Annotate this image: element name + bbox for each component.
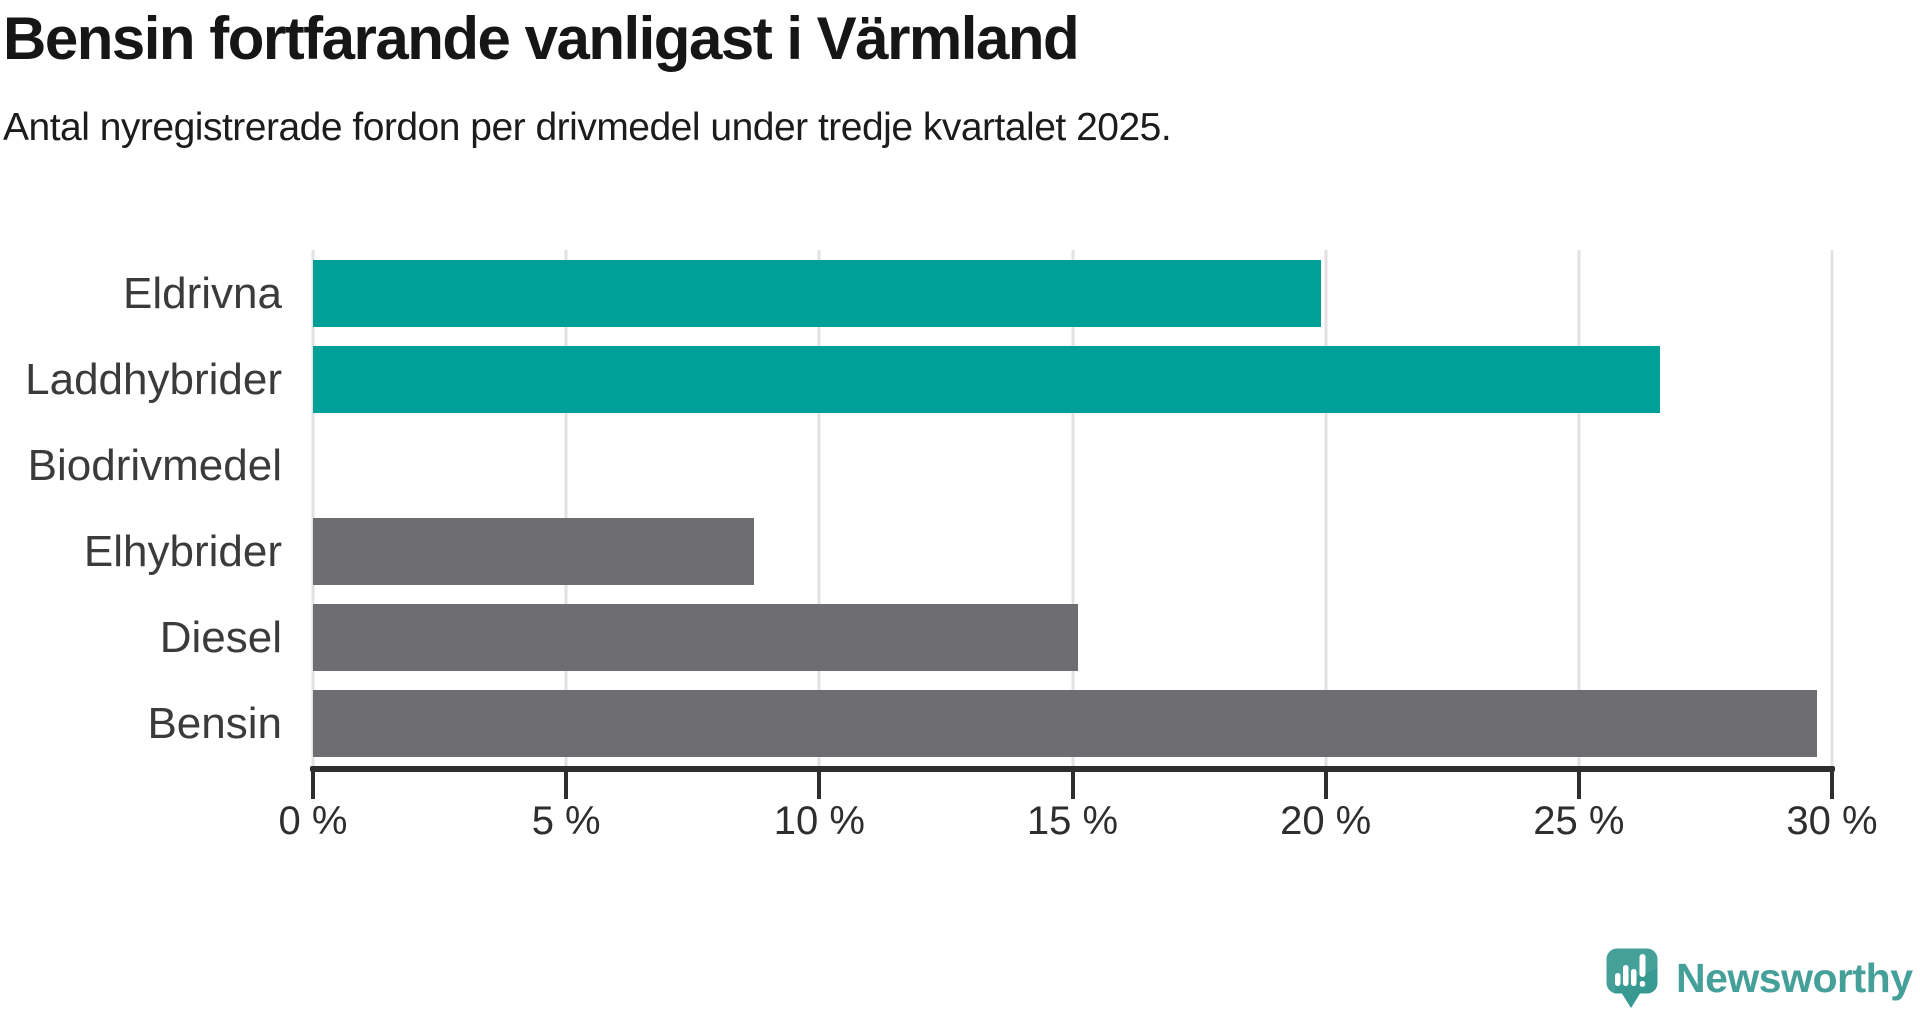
plot-area: 0 % 5 % 10 % 15 % 20 % 25 % 30 % [279,250,1878,843]
x-axis-tick-label: 15 % [1026,799,1119,843]
x-axis-tick [1830,772,1834,799]
bar-eldrivna [313,259,1321,327]
gridline [1071,250,1074,766]
x-axis-tick-label: 0 % [278,799,348,843]
category-label: Eldrivna [123,268,282,318]
bar-bensin [313,689,1817,757]
gridline [1577,250,1581,766]
newsworthy-logo-text: Newsworthy [1676,955,1913,1001]
x-axis-tick-label: 10 % [773,799,865,843]
x-axis-tick [1576,772,1581,799]
x-axis-line [310,766,1835,772]
bar-diesel [313,603,1078,671]
x-axis-tick-label: 25 % [1533,799,1625,843]
newsworthy-logo: Newsworthy [1606,948,1913,1009]
x-axis-tick [1323,772,1328,799]
chart-subtitle: Antal nyregistrerade fordon per drivmede… [3,106,1172,149]
category-label: Laddhybrider [25,354,282,404]
bar-laddhybrider [313,345,1660,413]
gridline [817,250,821,766]
gridline [564,250,568,766]
x-axis-tick-label: 30 % [1786,799,1878,843]
x-axis-tick-label: 5 % [531,799,601,843]
x-axis-tick [817,772,822,799]
newsworthy-logo-icon [1606,948,1658,1008]
x-axis-tick-label: 20 % [1280,799,1372,843]
category-label: Elhybrider [83,526,282,576]
x-axis-tick [1070,772,1075,799]
category-label: Biodrivmedel [27,440,282,490]
bar-chart: Eldrivna Laddhybrider Biodrivmedel Elhybrid… [0,250,1920,890]
chart-title: Bensin fortfarande vanligast i Värmland [3,5,1080,72]
category-label: Bensin [147,698,282,748]
gridline [311,250,315,766]
bar-elhybrider [313,517,754,585]
category-axis-labels: Eldrivna Laddhybrider Biodrivmedel Elhybrid… [0,250,282,766]
gridline [1324,250,1328,766]
x-axis-tick [311,772,315,799]
x-axis-tick [564,772,569,799]
category-label: Diesel [159,612,282,662]
gridline [1830,250,1834,766]
